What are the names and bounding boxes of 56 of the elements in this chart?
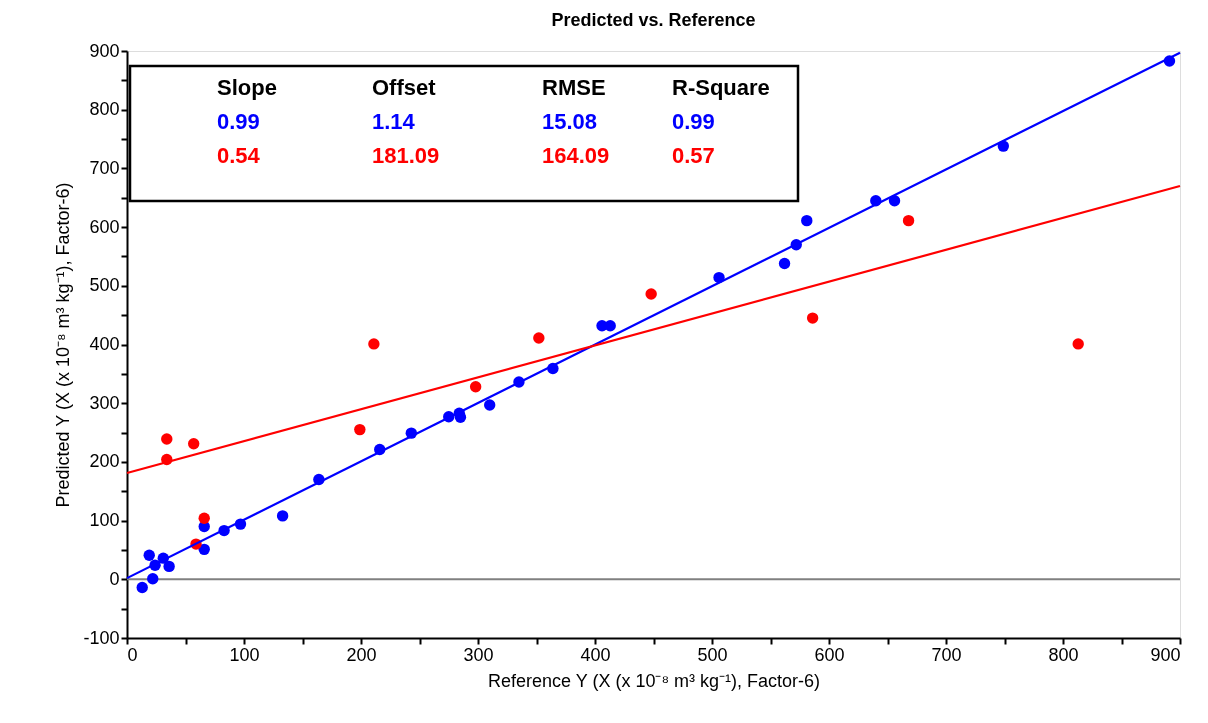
- x-tick-label: 800: [1048, 644, 1079, 665]
- point: [778, 257, 791, 270]
- point: [161, 433, 173, 445]
- annotation: 164.09: [542, 143, 610, 168]
- point: [902, 214, 915, 227]
- point: [198, 543, 210, 556]
- annotation: 181.09: [372, 143, 440, 168]
- point: [354, 423, 366, 436]
- chart-title: Predicted vs. Reference: [551, 10, 756, 30]
- y-tick-label: 300: [89, 392, 120, 413]
- y-tick-label: 0: [109, 568, 120, 589]
- x-tick-label: 200: [346, 644, 377, 665]
- y-tick-label: 800: [89, 99, 120, 120]
- point: [187, 438, 200, 450]
- annotation: 1.14: [372, 109, 416, 134]
- x-tick-label: 300: [463, 644, 494, 665]
- annotation: 0.99: [217, 109, 260, 134]
- annotation: 0.54: [217, 143, 261, 168]
- y-tick-label: 900: [89, 40, 120, 61]
- x-tick-label: 500: [697, 644, 728, 665]
- point: [163, 560, 175, 573]
- point: [143, 549, 155, 561]
- y-tick-label: 400: [89, 334, 120, 354]
- x-tick-label: 600: [814, 644, 845, 665]
- point: [1072, 338, 1084, 350]
- point: [469, 381, 482, 393]
- annotation: 0.99: [672, 109, 715, 134]
- point: [136, 581, 148, 594]
- point: [533, 332, 545, 344]
- point: [645, 288, 657, 300]
- point: [276, 510, 289, 522]
- annotation: RMSE: [542, 75, 606, 100]
- y-tick-label: 500: [89, 275, 120, 296]
- x-tick-label: 700: [931, 644, 962, 665]
- x-tick-label: 0: [127, 644, 138, 665]
- point: [368, 338, 380, 350]
- point: [801, 214, 813, 227]
- y-tick-label: 700: [89, 157, 120, 178]
- annotation: Offset: [372, 75, 437, 100]
- x-tick-label: 100: [229, 644, 260, 665]
- y-tick-label: 200: [89, 451, 120, 472]
- y-axis-title: Predicted Y (X (x 10⁻⁸ m³ kg⁻¹), Factor-6): [53, 182, 74, 508]
- annotation: 0.57: [672, 143, 715, 168]
- annotation: Slope: [217, 75, 277, 100]
- x-tick-label: 400: [580, 644, 611, 665]
- annotation: 15.08: [542, 109, 598, 134]
- annotation: R-Square: [672, 75, 770, 100]
- point: [484, 399, 496, 411]
- x-tick-label: 900: [1150, 644, 1181, 665]
- y-tick-label: 600: [89, 216, 120, 237]
- point: [806, 312, 819, 324]
- point: [198, 512, 210, 524]
- point: [147, 573, 159, 585]
- y-tick-label: -100: [83, 627, 120, 648]
- x-axis-title: Reference Y (X (x 10⁻⁸ m³ kg⁻¹), Factor-6): [487, 670, 821, 691]
- y-tick-label: 100: [89, 510, 120, 531]
